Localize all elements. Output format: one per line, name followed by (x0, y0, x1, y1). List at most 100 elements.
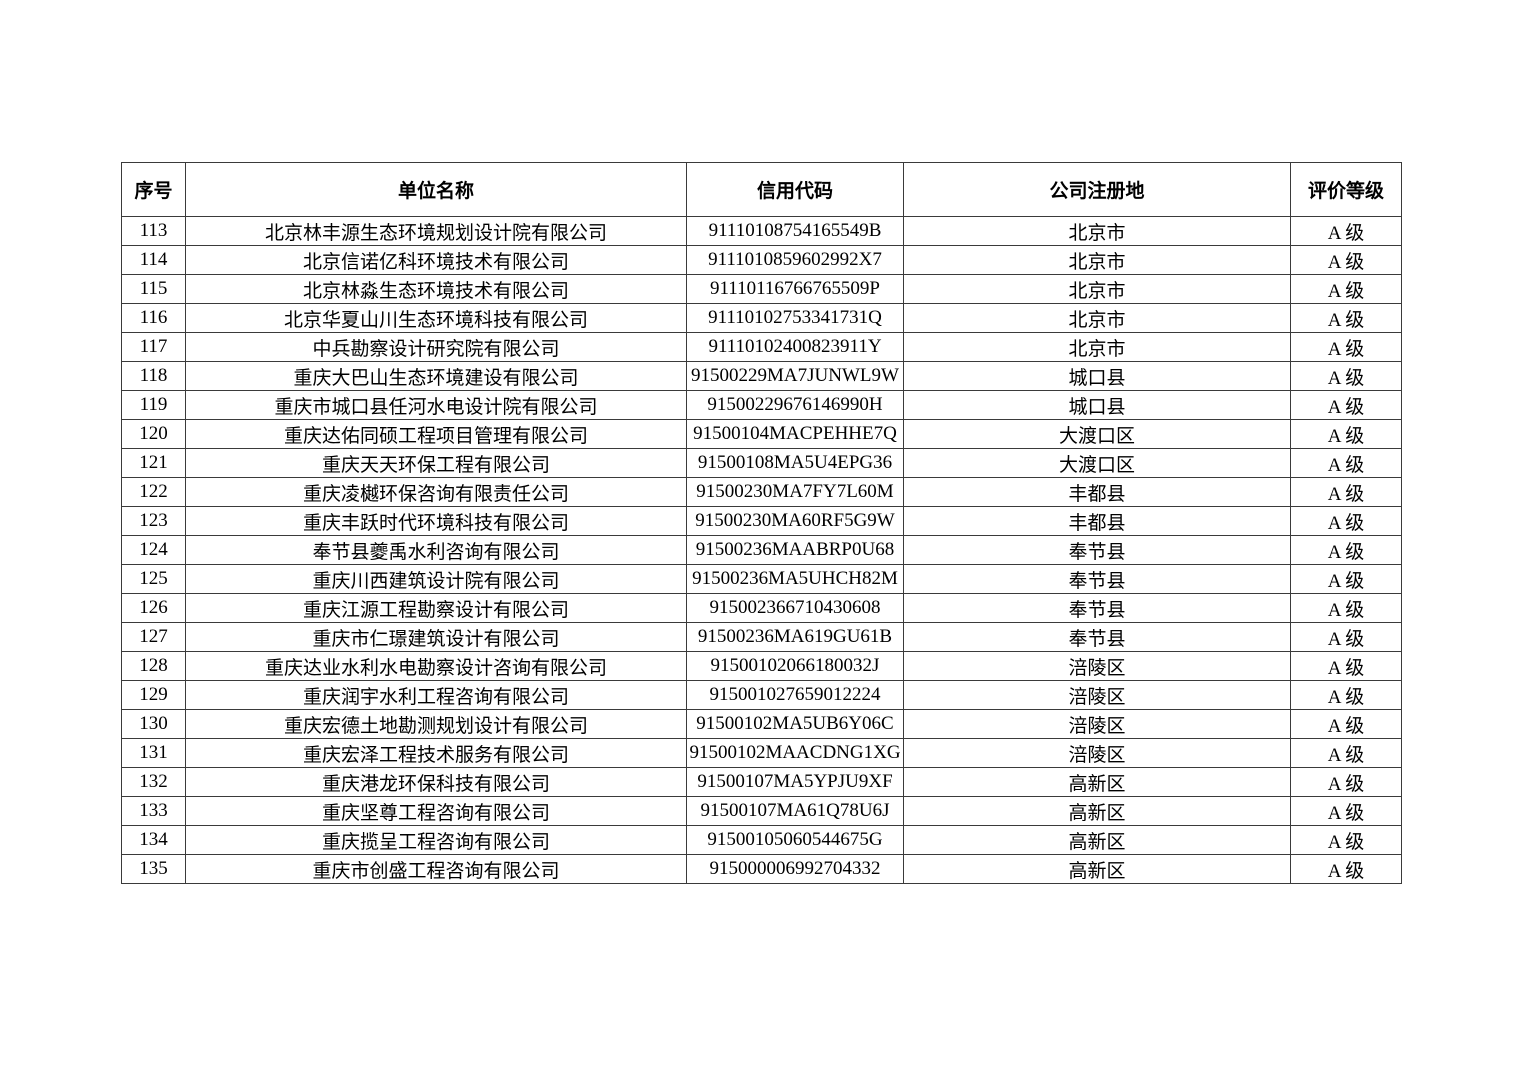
cell-credit-code: 91500107MA61Q78U6J (686, 796, 904, 826)
cell-registration-place: 奉节县 (903, 622, 1291, 652)
cell-serial-number: 130 (121, 709, 186, 739)
header-registration-place: 公司注册地 (903, 162, 1291, 217)
cell-registration-place: 北京市 (903, 332, 1291, 362)
cell-company-name: 重庆达业水利水电勘察设计咨询有限公司 (185, 651, 687, 681)
table-row: 122 重庆凌樾环保咨询有限责任公司 91500230MA7FY7L60M 丰都县 A … (121, 477, 1402, 507)
cell-credit-code: 915002366710430608 (686, 593, 904, 623)
cell-credit-code: 91500102MA5UB6Y06C (686, 709, 904, 739)
cell-registration-place: 丰都县 (903, 477, 1291, 507)
cell-registration-place: 大渡口区 (903, 419, 1291, 449)
cell-registration-place: 北京市 (903, 245, 1291, 275)
cell-rating-grade: A 级 (1290, 709, 1402, 739)
cell-serial-number: 126 (121, 593, 186, 623)
cell-rating-grade: A 级 (1290, 448, 1402, 478)
cell-company-name: 重庆市城口县任河水电设计院有限公司 (185, 390, 687, 420)
cell-company-name: 重庆宏德土地勘测规划设计有限公司 (185, 709, 687, 739)
cell-company-name: 重庆丰跃时代环境科技有限公司 (185, 506, 687, 536)
table-row: 126 重庆江源工程勘察设计有限公司 915002366710430608 奉节县 A … (121, 593, 1402, 623)
cell-registration-place: 城口县 (903, 361, 1291, 391)
cell-credit-code: 915000006992704332 (686, 854, 904, 884)
cell-company-name: 重庆揽呈工程咨询有限公司 (185, 825, 687, 855)
cell-credit-code: 91110102400823911Y (686, 332, 904, 362)
table-row: 117 中兵勘察设计研究院有限公司 91110102400823911Y 北京市 A 级 (121, 332, 1402, 362)
table-row: 134 重庆揽呈工程咨询有限公司 91500105060544675G 高新区 A 级 (121, 825, 1402, 855)
cell-serial-number: 127 (121, 622, 186, 652)
cell-credit-code: 91500105060544675G (686, 825, 904, 855)
cell-company-name: 中兵勘察设计研究院有限公司 (185, 332, 687, 362)
cell-company-name: 重庆港龙环保科技有限公司 (185, 767, 687, 797)
cell-serial-number: 114 (121, 245, 186, 275)
cell-company-name: 重庆润宇水利工程咨询有限公司 (185, 680, 687, 710)
cell-serial-number: 133 (121, 796, 186, 826)
cell-serial-number: 113 (121, 216, 186, 246)
cell-rating-grade: A 级 (1290, 651, 1402, 681)
cell-registration-place: 奉节县 (903, 564, 1291, 594)
cell-rating-grade: A 级 (1290, 680, 1402, 710)
cell-registration-place: 高新区 (903, 854, 1291, 884)
cell-serial-number: 122 (121, 477, 186, 507)
cell-serial-number: 121 (121, 448, 186, 478)
cell-company-name: 重庆天天环保工程有限公司 (185, 448, 687, 478)
table-row: 115 北京林淼生态环境技术有限公司 91110116766765509P 北京市 A … (121, 274, 1402, 304)
table-row: 123 重庆丰跃时代环境科技有限公司 91500230MA60RF5G9W 丰都县 A … (121, 506, 1402, 536)
cell-company-name: 重庆达佑同硕工程项目管理有限公司 (185, 419, 687, 449)
table-row: 127 重庆市仁璟建筑设计有限公司 91500236MA619GU61B 奉节县 A 级 (121, 622, 1402, 652)
cell-registration-place: 北京市 (903, 303, 1291, 333)
cell-rating-grade: A 级 (1290, 535, 1402, 565)
cell-credit-code: 91500102066180032J (686, 651, 904, 681)
cell-rating-grade: A 级 (1290, 506, 1402, 536)
cell-rating-grade: A 级 (1290, 825, 1402, 855)
cell-rating-grade: A 级 (1290, 767, 1402, 797)
cell-credit-code: 91500102MAACDNG1XG (686, 738, 904, 768)
table-row: 125 重庆川西建筑设计院有限公司 91500236MA5UHCH82M 奉节县 A 级 (121, 564, 1402, 594)
table-row: 121 重庆天天环保工程有限公司 91500108MA5U4EPG36 大渡口区 A 级 (121, 448, 1402, 478)
table-row: 124 奉节县夔禹水利咨询有限公司 91500236MAABRP0U68 奉节县 A 级 (121, 535, 1402, 565)
cell-credit-code: 91110102753341731Q (686, 303, 904, 333)
cell-rating-grade: A 级 (1290, 564, 1402, 594)
cell-registration-place: 高新区 (903, 767, 1291, 797)
cell-company-name: 北京林丰源生态环境规划设计院有限公司 (185, 216, 687, 246)
cell-rating-grade: A 级 (1290, 854, 1402, 884)
header-company-name: 单位名称 (185, 162, 687, 217)
header-credit-code: 信用代码 (686, 162, 904, 217)
cell-company-name: 奉节县夔禹水利咨询有限公司 (185, 535, 687, 565)
cell-registration-place: 涪陵区 (903, 738, 1291, 768)
cell-company-name: 重庆江源工程勘察设计有限公司 (185, 593, 687, 623)
cell-credit-code: 91500230MA7FY7L60M (686, 477, 904, 507)
table-row: 132 重庆港龙环保科技有限公司 91500107MA5YPJU9XF 高新区 A 级 (121, 767, 1402, 797)
table-row: 120 重庆达佑同硕工程项目管理有限公司 91500104MACPEHHE7Q 大渡口… (121, 419, 1402, 449)
cell-company-name: 重庆川西建筑设计院有限公司 (185, 564, 687, 594)
cell-credit-code: 91500108MA5U4EPG36 (686, 448, 904, 478)
cell-rating-grade: A 级 (1290, 332, 1402, 362)
cell-serial-number: 132 (121, 767, 186, 797)
cell-credit-code: 91500230MA60RF5G9W (686, 506, 904, 536)
cell-credit-code: 91110108754165549B (686, 216, 904, 246)
table-row: 130 重庆宏德土地勘测规划设计有限公司 91500102MA5UB6Y06C 涪陵区… (121, 709, 1402, 739)
cell-registration-place: 高新区 (903, 796, 1291, 826)
cell-registration-place: 涪陵区 (903, 651, 1291, 681)
cell-rating-grade: A 级 (1290, 593, 1402, 623)
cell-company-name: 重庆市仁璟建筑设计有限公司 (185, 622, 687, 652)
cell-serial-number: 115 (121, 274, 186, 304)
cell-serial-number: 124 (121, 535, 186, 565)
table-header-row: 序号 单位名称 信用代码 公司注册地 评价等级 (121, 162, 1402, 217)
company-rating-table: 序号 单位名称 信用代码 公司注册地 评价等级 113 北京林丰源生态环境规划设计… (121, 162, 1402, 884)
cell-credit-code: 9111010859602992X7 (686, 245, 904, 275)
cell-registration-place: 北京市 (903, 274, 1291, 304)
cell-serial-number: 116 (121, 303, 186, 333)
cell-rating-grade: A 级 (1290, 390, 1402, 420)
table-row: 129 重庆润宇水利工程咨询有限公司 915001027659012224 涪陵区 A … (121, 680, 1402, 710)
cell-serial-number: 123 (121, 506, 186, 536)
cell-credit-code: 91500229676146990H (686, 390, 904, 420)
cell-credit-code: 91500236MA619GU61B (686, 622, 904, 652)
cell-credit-code: 91500229MA7JUNWL9W (686, 361, 904, 391)
table-row: 135 重庆市创盛工程咨询有限公司 915000006992704332 高新区 A 级 (121, 854, 1402, 884)
cell-credit-code: 91500236MAABRP0U68 (686, 535, 904, 565)
cell-company-name: 重庆坚尊工程咨询有限公司 (185, 796, 687, 826)
cell-rating-grade: A 级 (1290, 796, 1402, 826)
cell-company-name: 北京林淼生态环境技术有限公司 (185, 274, 687, 304)
table-row: 133 重庆坚尊工程咨询有限公司 91500107MA61Q78U6J 高新区 A 级 (121, 796, 1402, 826)
table-row: 114 北京信诺亿科环境技术有限公司 9111010859602992X7 北京市 A … (121, 245, 1402, 275)
cell-rating-grade: A 级 (1290, 419, 1402, 449)
